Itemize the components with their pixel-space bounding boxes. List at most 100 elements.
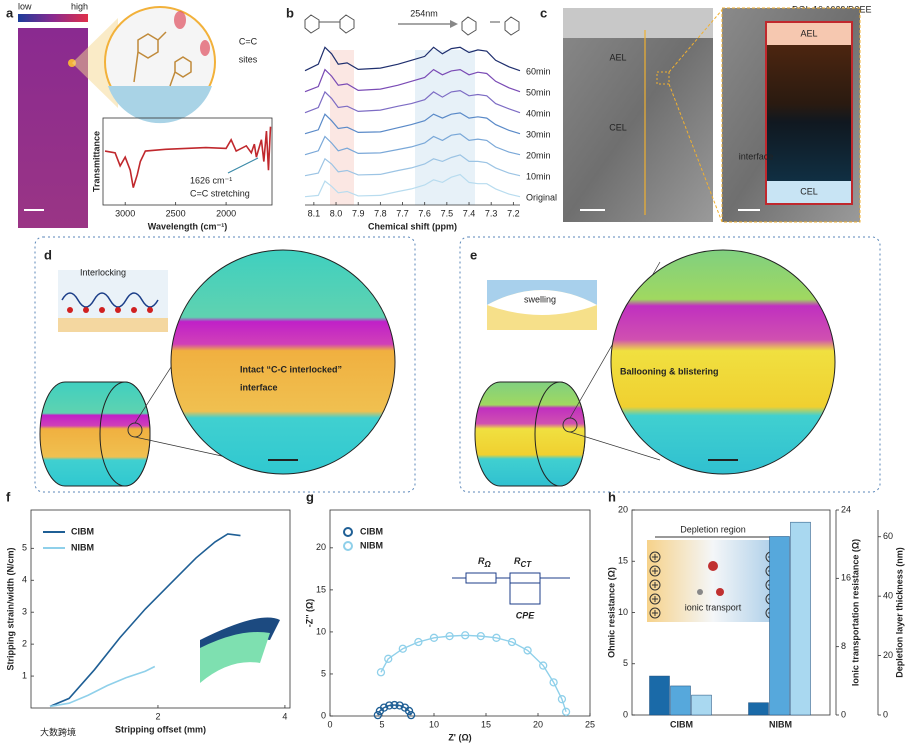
colorbar-low: low xyxy=(18,1,32,11)
decoration-circle xyxy=(99,307,105,313)
data-point xyxy=(429,633,439,642)
data-point xyxy=(379,703,389,712)
inset-label: swelling xyxy=(524,294,556,304)
spectrum-line xyxy=(304,154,521,177)
data-point xyxy=(404,706,414,716)
x-tick-label: 8.1 xyxy=(308,208,321,218)
spectrum-label: 50min xyxy=(526,87,551,97)
x-tick-label: 4 xyxy=(282,711,287,721)
spectrum-label: Original xyxy=(526,192,557,202)
decoration-path xyxy=(452,577,570,605)
caption: Intact “C-C interlocked” xyxy=(240,364,342,374)
x-tick-label: NIBM xyxy=(769,719,792,729)
interface-label: interface xyxy=(739,151,774,161)
decoration-path xyxy=(61,292,159,308)
y-tick-label: 10 xyxy=(316,626,326,636)
panel-label: f xyxy=(6,489,11,504)
decoration-circle xyxy=(649,565,661,577)
decoration-rect xyxy=(465,572,497,584)
axis-title: Depletion layer thickness (nm) xyxy=(894,547,904,678)
decoration-rect xyxy=(721,7,861,223)
decoration-rect xyxy=(58,318,168,332)
circuit-label: RCT xyxy=(514,556,532,569)
inset-label: Interlocking xyxy=(80,267,126,277)
spectrum-label: 30min xyxy=(526,129,551,139)
y-tick-label: 10 xyxy=(618,607,628,617)
data-point xyxy=(376,668,386,677)
x-tick-label: 5 xyxy=(379,719,384,729)
circuit-symbol: R xyxy=(478,556,485,566)
inset-label: ionic transport xyxy=(685,602,742,612)
panel-label: b xyxy=(286,5,294,20)
legend-label: CIBM xyxy=(71,526,94,536)
data-point xyxy=(390,700,399,710)
data-point xyxy=(406,711,416,720)
bar xyxy=(748,702,769,716)
data-point xyxy=(476,631,485,641)
y-axis-label: Transmittance xyxy=(91,131,101,192)
data-point xyxy=(395,701,404,710)
spectrum-label: 20min xyxy=(526,150,551,160)
x-tick-label: 20 xyxy=(533,719,543,729)
decoration-circle xyxy=(649,551,661,563)
decoration-rect xyxy=(647,540,779,622)
decoration-circle xyxy=(649,593,661,605)
circuit-label: RΩ xyxy=(478,556,492,569)
y2-tick-label: 24 xyxy=(841,504,851,514)
y-tick-label: 15 xyxy=(618,556,628,566)
x-tick-label: 8.0 xyxy=(330,208,343,218)
y-tick-label: 1 xyxy=(22,670,27,680)
data-point xyxy=(523,646,532,655)
x-tick-label: 7.8 xyxy=(374,208,387,218)
panel-label: g xyxy=(306,489,314,504)
bar xyxy=(769,536,790,716)
y3-tick-label: 40 xyxy=(883,591,893,601)
data-line xyxy=(104,126,272,188)
y3-tick-label: 60 xyxy=(883,531,893,541)
data-point xyxy=(549,678,558,687)
legend-label: NIBM xyxy=(360,540,383,550)
x-tick-label: CIBM xyxy=(670,719,693,729)
circuit-symbol: R xyxy=(514,556,521,566)
layer-label: AEL xyxy=(800,28,817,38)
decoration-rect xyxy=(509,572,541,584)
spectrum-label: 60min xyxy=(526,66,551,76)
y-tick-label: 3 xyxy=(22,607,27,617)
y-tick-label: 15 xyxy=(316,584,326,594)
decoration-circle xyxy=(67,307,73,313)
decoration-rect xyxy=(459,236,881,493)
spectrum-line xyxy=(304,46,521,72)
data-point xyxy=(373,711,382,720)
inset-label: Depletion region xyxy=(680,524,746,534)
legend-label: CIBM xyxy=(360,526,383,536)
circuit-subscript: CT xyxy=(521,560,533,569)
y-axis-label: -Z'' (Ω) xyxy=(304,599,314,628)
decoration-rect xyxy=(563,8,713,38)
data-point xyxy=(539,661,548,670)
x-tick-label: 2000 xyxy=(216,208,236,218)
panel-label: a xyxy=(6,5,14,20)
legend-label: NIBM xyxy=(71,542,94,552)
bar xyxy=(649,675,670,716)
y2-tick-label: 16 xyxy=(841,573,851,583)
data-line xyxy=(49,665,156,708)
decoration-path xyxy=(304,14,520,36)
x-tick-label: 7.3 xyxy=(485,208,498,218)
decoration-rect xyxy=(767,181,851,203)
spectrum-line xyxy=(304,68,521,93)
data-point xyxy=(445,631,454,641)
spectrum-line xyxy=(304,89,521,114)
decoration-path xyxy=(108,86,212,124)
decoration-path xyxy=(133,31,192,87)
decoration-circle xyxy=(147,307,153,313)
panel-label: e xyxy=(470,247,477,262)
data-point xyxy=(414,637,423,647)
decoration-ellipse xyxy=(534,381,586,487)
x-tick-label: 2500 xyxy=(166,208,186,218)
colorbar-high: high xyxy=(71,1,88,11)
sites-label: sites xyxy=(239,54,258,64)
legend-marker xyxy=(343,541,353,551)
decoration-ellipse xyxy=(99,381,151,487)
y2-tick-label: 0 xyxy=(841,709,846,719)
